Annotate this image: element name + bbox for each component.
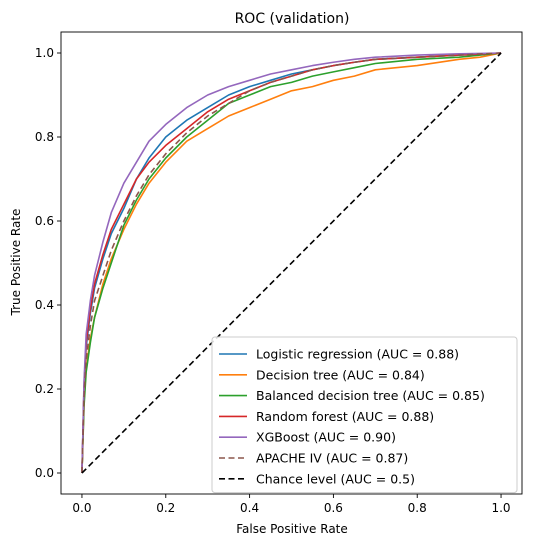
series-line-apache-iv xyxy=(81,52,502,474)
legend-label: APACHE IV (AUC = 0.87) xyxy=(256,451,408,466)
y-ticks: 0.0 0.2 0.4 0.6 0.8 1.0 xyxy=(35,46,61,480)
x-tick-label: 1.0 xyxy=(491,501,510,515)
y-tick-label: 0.2 xyxy=(35,382,54,396)
legend-frame xyxy=(211,336,518,494)
series-line-chance-level xyxy=(81,52,502,474)
x-tick-label: 0.6 xyxy=(324,501,343,515)
x-ticks: 0.0 0.2 0.4 0.6 0.8 1.0 xyxy=(72,494,511,515)
legend-label: Decision tree (AUC = 0.84) xyxy=(256,367,425,382)
legend-entries: Logistic regression (AUC = 0.88) Decision… xyxy=(219,347,485,486)
legend-label: Chance level (AUC = 0.5) xyxy=(256,471,415,486)
x-axis-label: False Positive Rate xyxy=(236,522,348,536)
y-tick-label: 0.6 xyxy=(35,214,54,228)
series-layer xyxy=(81,52,502,474)
y-tick-label: 0.8 xyxy=(35,130,54,144)
series-line-xgboost xyxy=(81,52,502,474)
legend-label: Logistic regression (AUC = 0.88) xyxy=(256,347,459,362)
series-line-balanced-decision-tree xyxy=(81,52,502,474)
x-tick-label: 0.2 xyxy=(156,501,175,515)
legend-label: Random forest (AUC = 0.88) xyxy=(256,409,434,424)
legend-label: XGBoost (AUC = 0.90) xyxy=(256,430,396,445)
y-tick-label: 0.0 xyxy=(35,466,54,480)
x-tick-label: 0.8 xyxy=(408,501,427,515)
legend: Logistic regression (AUC = 0.88) Decision… xyxy=(211,336,518,494)
y-tick-label: 0.4 xyxy=(35,298,54,312)
y-axis-label: True Positive Rate xyxy=(9,209,23,317)
legend-label: Balanced decision tree (AUC = 0.85) xyxy=(256,388,485,403)
chart-title: ROC (validation) xyxy=(235,11,350,27)
y-tick-label: 1.0 xyxy=(35,46,54,60)
x-tick-label: 0.0 xyxy=(72,501,91,515)
x-tick-label: 0.4 xyxy=(240,501,259,515)
